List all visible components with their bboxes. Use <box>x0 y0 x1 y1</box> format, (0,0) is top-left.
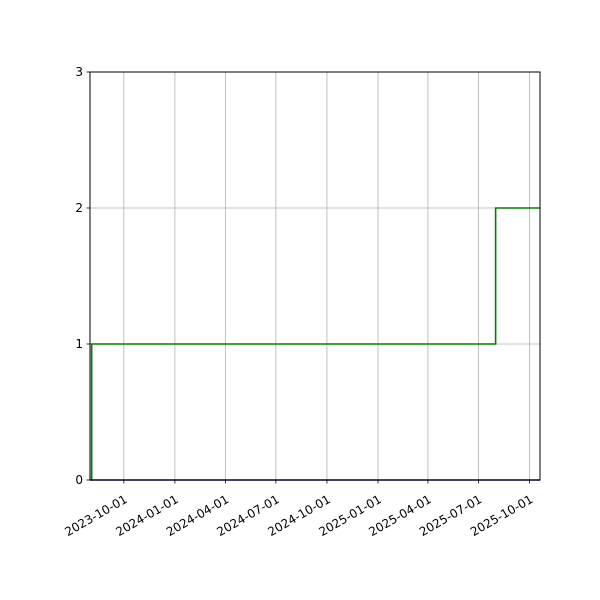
y-tick-label: 0 <box>75 473 83 487</box>
y-tick-label: 1 <box>75 337 83 351</box>
y-tick-label: 3 <box>75 65 83 79</box>
plot-frame <box>89 71 541 481</box>
y-tick-label: 2 <box>75 201 83 215</box>
